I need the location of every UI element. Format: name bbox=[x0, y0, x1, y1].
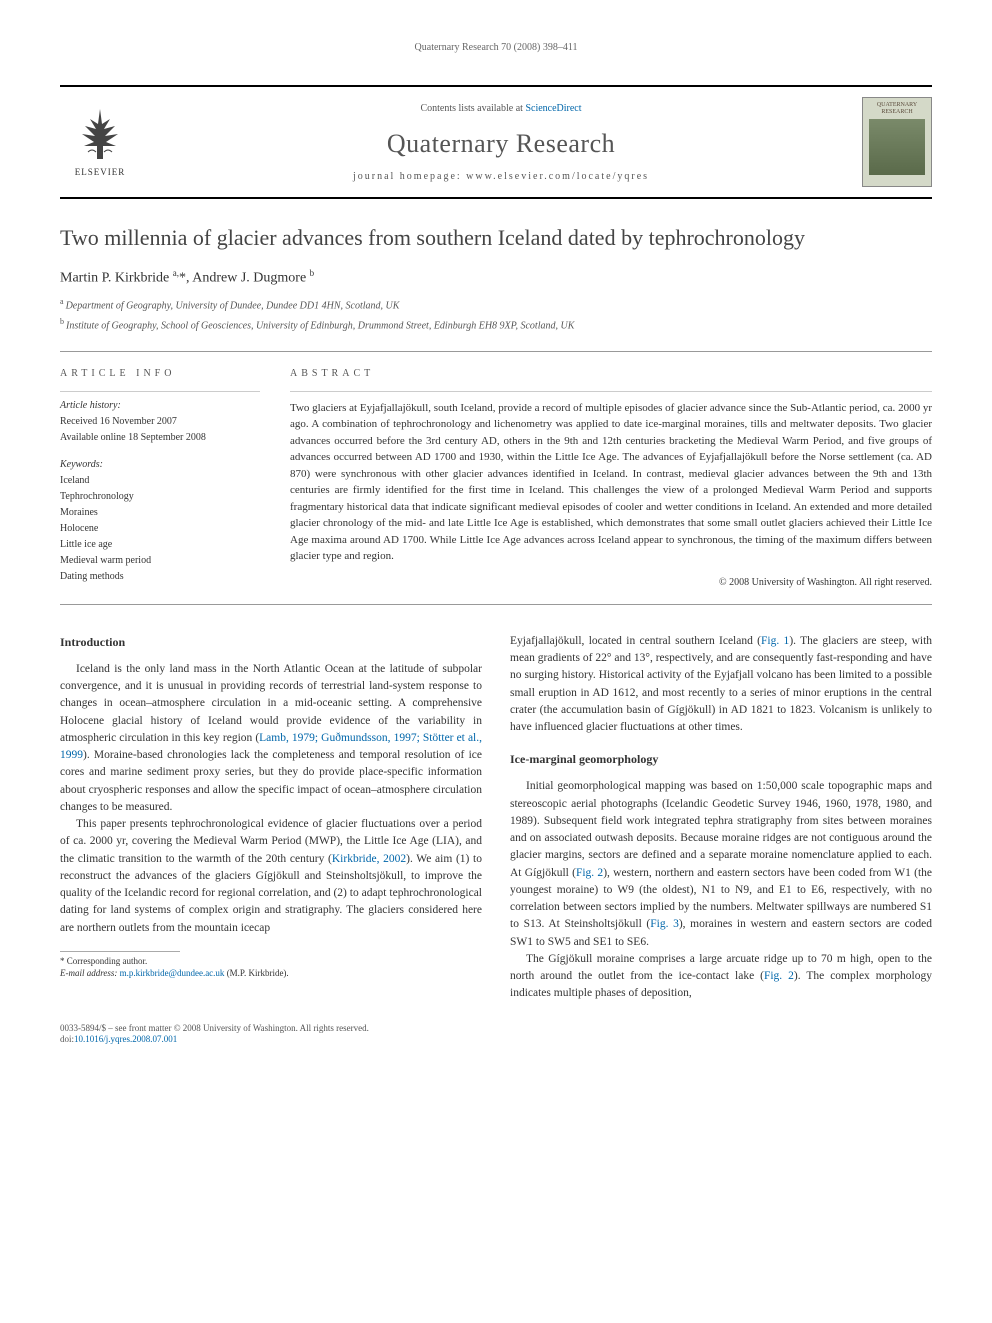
publisher-label: ELSEVIER bbox=[75, 166, 126, 180]
author-2: Andrew J. Dugmore bbox=[192, 270, 309, 285]
col2-para-1: Eyjafjallajökull, located in central sou… bbox=[510, 633, 932, 737]
history-heading: Article history: bbox=[60, 398, 260, 413]
cover-title: QUATERNARY RESEARCH bbox=[867, 102, 927, 115]
c2p1a: Eyjafjallajökull, located in central sou… bbox=[510, 635, 761, 647]
journal-homepage: journal homepage: www.elsevier.com/locat… bbox=[140, 169, 862, 184]
page-footer: 0033-5894/$ – see front matter © 2008 Un… bbox=[60, 1023, 932, 1046]
keyword: Holocene bbox=[60, 521, 260, 536]
section-heading-intro: Introduction bbox=[60, 633, 482, 651]
abstract-heading: abstract bbox=[290, 366, 932, 381]
intro-para-1: Iceland is the only land mass in the Nor… bbox=[60, 661, 482, 816]
c2p1b: ). The glaciers are steep, with mean gra… bbox=[510, 635, 932, 733]
keyword: Tephrochronology bbox=[60, 489, 260, 504]
received-date: Received 16 November 2007 bbox=[60, 414, 260, 429]
intro-para-2: This paper presents tephrochronological … bbox=[60, 816, 482, 937]
online-date: Available online 18 September 2008 bbox=[60, 430, 260, 445]
journal-cover-thumbnail: QUATERNARY RESEARCH bbox=[862, 97, 932, 187]
sciencedirect-link[interactable]: ScienceDirect bbox=[525, 103, 581, 114]
citation-link[interactable]: Kirkbride, 2002 bbox=[332, 853, 406, 865]
keyword: Medieval warm period bbox=[60, 553, 260, 568]
column-left: Introduction Iceland is the only land ma… bbox=[60, 633, 482, 1003]
affiliation-a: aDepartment of Geography, University of … bbox=[60, 296, 932, 313]
email-label: E-mail address: bbox=[60, 968, 120, 978]
c2p2a: Initial geomorphological mapping was bas… bbox=[510, 780, 932, 878]
keyword: Moraines bbox=[60, 505, 260, 520]
doi-link[interactable]: 10.1016/j.yqres.2008.07.001 bbox=[74, 1034, 177, 1044]
figure-link[interactable]: Fig. 3 bbox=[650, 918, 679, 930]
keywords-block: Keywords: Iceland Tephrochronology Morai… bbox=[60, 457, 260, 584]
affil-label-b: b bbox=[60, 317, 64, 326]
affil-text-b: Institute of Geography, School of Geosci… bbox=[66, 320, 574, 331]
keyword: Iceland bbox=[60, 473, 260, 488]
article-info-heading: article info bbox=[60, 366, 260, 381]
publisher-logo-block: ELSEVIER bbox=[60, 102, 140, 182]
info-rule bbox=[60, 391, 260, 392]
footer-front-matter: 0033-5894/$ – see front matter © 2008 Un… bbox=[60, 1023, 932, 1035]
keyword: Dating methods bbox=[60, 569, 260, 584]
section-heading-geomorph: Ice-marginal geomorphology bbox=[510, 750, 932, 768]
affil-label-a: a bbox=[60, 297, 64, 306]
keywords-heading: Keywords: bbox=[60, 457, 260, 472]
figure-link[interactable]: Fig. 2 bbox=[576, 867, 603, 879]
p1-tail: ). Moraine-based chronologies lack the c… bbox=[60, 749, 482, 813]
contents-available-line: Contents lists available at ScienceDirec… bbox=[140, 101, 862, 116]
email-footnote: E-mail address: m.p.kirkbride@dundee.ac.… bbox=[60, 968, 482, 980]
author-1: Martin P. Kirkbride bbox=[60, 270, 173, 285]
article-info: article info Article history: Received 1… bbox=[60, 366, 260, 590]
figure-link[interactable]: Fig. 2 bbox=[764, 970, 794, 982]
keyword: Little ice age bbox=[60, 537, 260, 552]
footnote-rule bbox=[60, 951, 180, 952]
email-suffix: (M.P. Kirkbride). bbox=[224, 968, 288, 978]
email-link[interactable]: m.p.kirkbride@dundee.ac.uk bbox=[120, 968, 225, 978]
running-header: Quaternary Research 70 (2008) 398–411 bbox=[60, 40, 932, 55]
elsevier-tree-icon bbox=[70, 104, 130, 164]
col2-para-3: The Gígjökull moraine comprises a large … bbox=[510, 951, 932, 1003]
affil-text-a: Department of Geography, University of D… bbox=[66, 301, 400, 312]
page: Quaternary Research 70 (2008) 398–411 EL… bbox=[0, 0, 992, 1086]
abstract: abstract Two glaciers at Eyjafjallajökul… bbox=[290, 366, 932, 590]
journal-name: Quaternary Research bbox=[140, 124, 862, 163]
corresponding-star: * bbox=[179, 270, 186, 285]
doi-label: doi: bbox=[60, 1034, 74, 1044]
abstract-text: Two glaciers at Eyjafjallajökull, south … bbox=[290, 400, 932, 565]
figure-link[interactable]: Fig. 1 bbox=[761, 635, 789, 647]
author-2-affil: b bbox=[310, 268, 315, 278]
masthead-center: Contents lists available at ScienceDirec… bbox=[140, 101, 862, 184]
abstract-copyright: © 2008 University of Washington. All rig… bbox=[290, 575, 932, 590]
journal-masthead: ELSEVIER Contents lists available at Sci… bbox=[60, 85, 932, 199]
abstract-rule bbox=[290, 391, 932, 392]
affiliation-b: bInstitute of Geography, School of Geosc… bbox=[60, 316, 932, 333]
info-abstract-row: article info Article history: Received 1… bbox=[60, 351, 932, 605]
footer-doi: doi:10.1016/j.yqres.2008.07.001 bbox=[60, 1034, 932, 1046]
column-right: Eyjafjallajökull, located in central sou… bbox=[510, 633, 932, 1003]
body-columns: Introduction Iceland is the only land ma… bbox=[60, 633, 932, 1003]
contents-prefix: Contents lists available at bbox=[420, 103, 525, 114]
author-list: Martin P. Kirkbride a,*, Andrew J. Dugmo… bbox=[60, 267, 932, 289]
corresponding-footnote: * Corresponding author. bbox=[60, 956, 482, 968]
article-title: Two millennia of glacier advances from s… bbox=[60, 224, 932, 253]
col2-para-2: Initial geomorphological mapping was bas… bbox=[510, 778, 932, 951]
cover-image-placeholder bbox=[869, 119, 925, 175]
